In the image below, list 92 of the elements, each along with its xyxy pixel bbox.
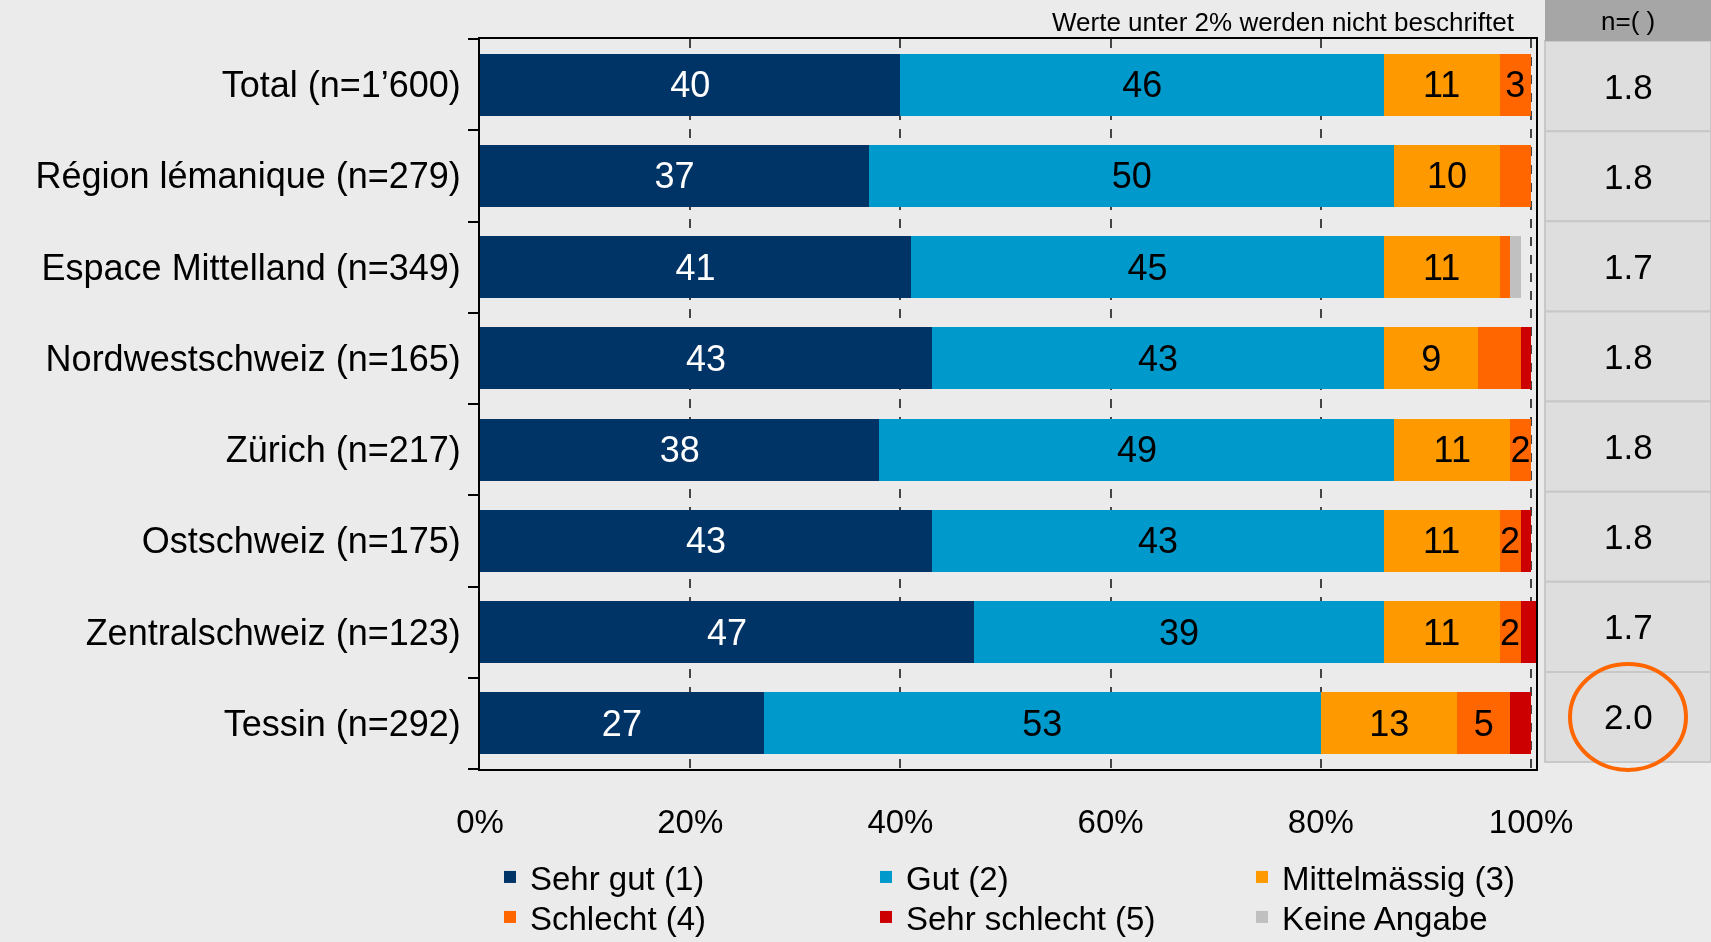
y-tick-label: Nordwestschweiz (n=165): [45, 337, 461, 379]
bar: [480, 692, 764, 755]
y-tick-label: Total (n=1’600): [221, 64, 461, 106]
bar: [480, 236, 911, 299]
data-label: 50: [1111, 155, 1152, 197]
text: Werte unter 2% werden nicht beschriftet: [1052, 7, 1515, 37]
text: 1.8: [1604, 517, 1653, 556]
data-label: 3: [1505, 64, 1526, 106]
data-label: 40: [670, 64, 711, 106]
bar: [879, 418, 1395, 481]
bar: [1394, 418, 1511, 481]
bar: [1520, 601, 1537, 664]
x-tick-label: 40%: [867, 802, 934, 840]
data-label: 53: [1022, 702, 1063, 744]
bar: [931, 327, 1384, 390]
text: 1.8: [1604, 157, 1653, 196]
bar: [868, 144, 1395, 207]
data-label: 43: [685, 337, 726, 379]
data-label: 49: [1116, 429, 1157, 471]
x-tick-label: 100%: [1488, 802, 1574, 840]
y-tick-label: Zentralschweiz (n=123): [85, 611, 461, 653]
legend-label: Keine Angabe: [1282, 899, 1488, 937]
text: 1.8: [1604, 427, 1653, 466]
bar: [1499, 144, 1532, 207]
data-label: 27: [601, 702, 642, 744]
data-label: 43: [1137, 520, 1178, 562]
legend-label: Mittelmässig (3): [1282, 859, 1515, 897]
text: 2.0: [1604, 697, 1653, 736]
data-label: 11: [1433, 429, 1471, 471]
data-label: 13: [1369, 702, 1410, 744]
bar: [1457, 692, 1511, 755]
bar: [480, 53, 901, 116]
y-tick-label: Tessin (n=292): [223, 702, 461, 744]
text: 1.8: [1604, 337, 1653, 376]
y-tick-label: Région lémanique (n=279): [35, 155, 461, 197]
bar: [1383, 509, 1500, 572]
legend-label: Sehr schlecht (5): [906, 899, 1156, 937]
data-label: 2: [1510, 429, 1531, 471]
bar: [1383, 601, 1500, 664]
bar: [1478, 327, 1521, 390]
bar: [1510, 236, 1521, 299]
bar: [931, 509, 1384, 572]
y-tick-label: Zürich (n=217): [225, 429, 461, 471]
bar: [1383, 327, 1479, 390]
data-label: 9: [1421, 337, 1442, 379]
data-label: 11: [1423, 246, 1461, 288]
bar: [1520, 327, 1532, 390]
x-tick-label: 0%: [456, 802, 504, 840]
data-label: 41: [675, 246, 716, 288]
bar: [1510, 692, 1532, 755]
bar: [1499, 236, 1511, 299]
bar: [910, 236, 1384, 299]
data-label: 10: [1426, 155, 1467, 197]
data-label: 5: [1473, 702, 1494, 744]
x-tick-label: 20%: [657, 802, 724, 840]
text: n=( ): [1601, 6, 1656, 36]
data-label: 47: [706, 611, 748, 653]
data-label: 2: [1500, 611, 1521, 653]
bar: [1394, 144, 1500, 207]
data-label: 45: [1127, 246, 1168, 288]
bar: [1520, 509, 1532, 572]
y-tick-label: Espace Mittelland (n=349): [41, 246, 461, 288]
bar: [480, 327, 932, 390]
data-label: 11: [1423, 64, 1461, 106]
data-label: 11: [1423, 611, 1461, 653]
text: 1.7: [1604, 247, 1653, 286]
x-tick-label: 80%: [1287, 802, 1354, 840]
data-label: 2: [1500, 520, 1521, 562]
bar: [900, 53, 1384, 116]
bar: [763, 692, 1321, 755]
legend-label: Schlecht (4): [530, 899, 707, 937]
legend-label: Gut (2): [906, 859, 1009, 897]
text: 1.7: [1604, 607, 1653, 646]
x-tick-label: 60%: [1077, 802, 1144, 840]
text: 1.8: [1604, 67, 1653, 106]
legend-label: Sehr gut (1): [530, 859, 705, 897]
bar: [1320, 692, 1458, 755]
data-label: 37: [654, 155, 695, 197]
data-label: 43: [685, 520, 726, 562]
data-label: 39: [1158, 611, 1199, 653]
bar: [973, 601, 1384, 664]
data-label: 43: [1137, 337, 1178, 379]
bar: [480, 144, 869, 207]
bar: [480, 418, 880, 481]
data-label: 46: [1122, 64, 1163, 106]
y-tick-label: Ostschweiz (n=175): [141, 520, 461, 562]
data-label: 11: [1423, 520, 1461, 562]
bar: [1383, 236, 1500, 299]
data-label: 38: [659, 429, 700, 471]
bar: [480, 601, 974, 664]
bar: [480, 509, 932, 572]
bar: [1383, 53, 1500, 116]
